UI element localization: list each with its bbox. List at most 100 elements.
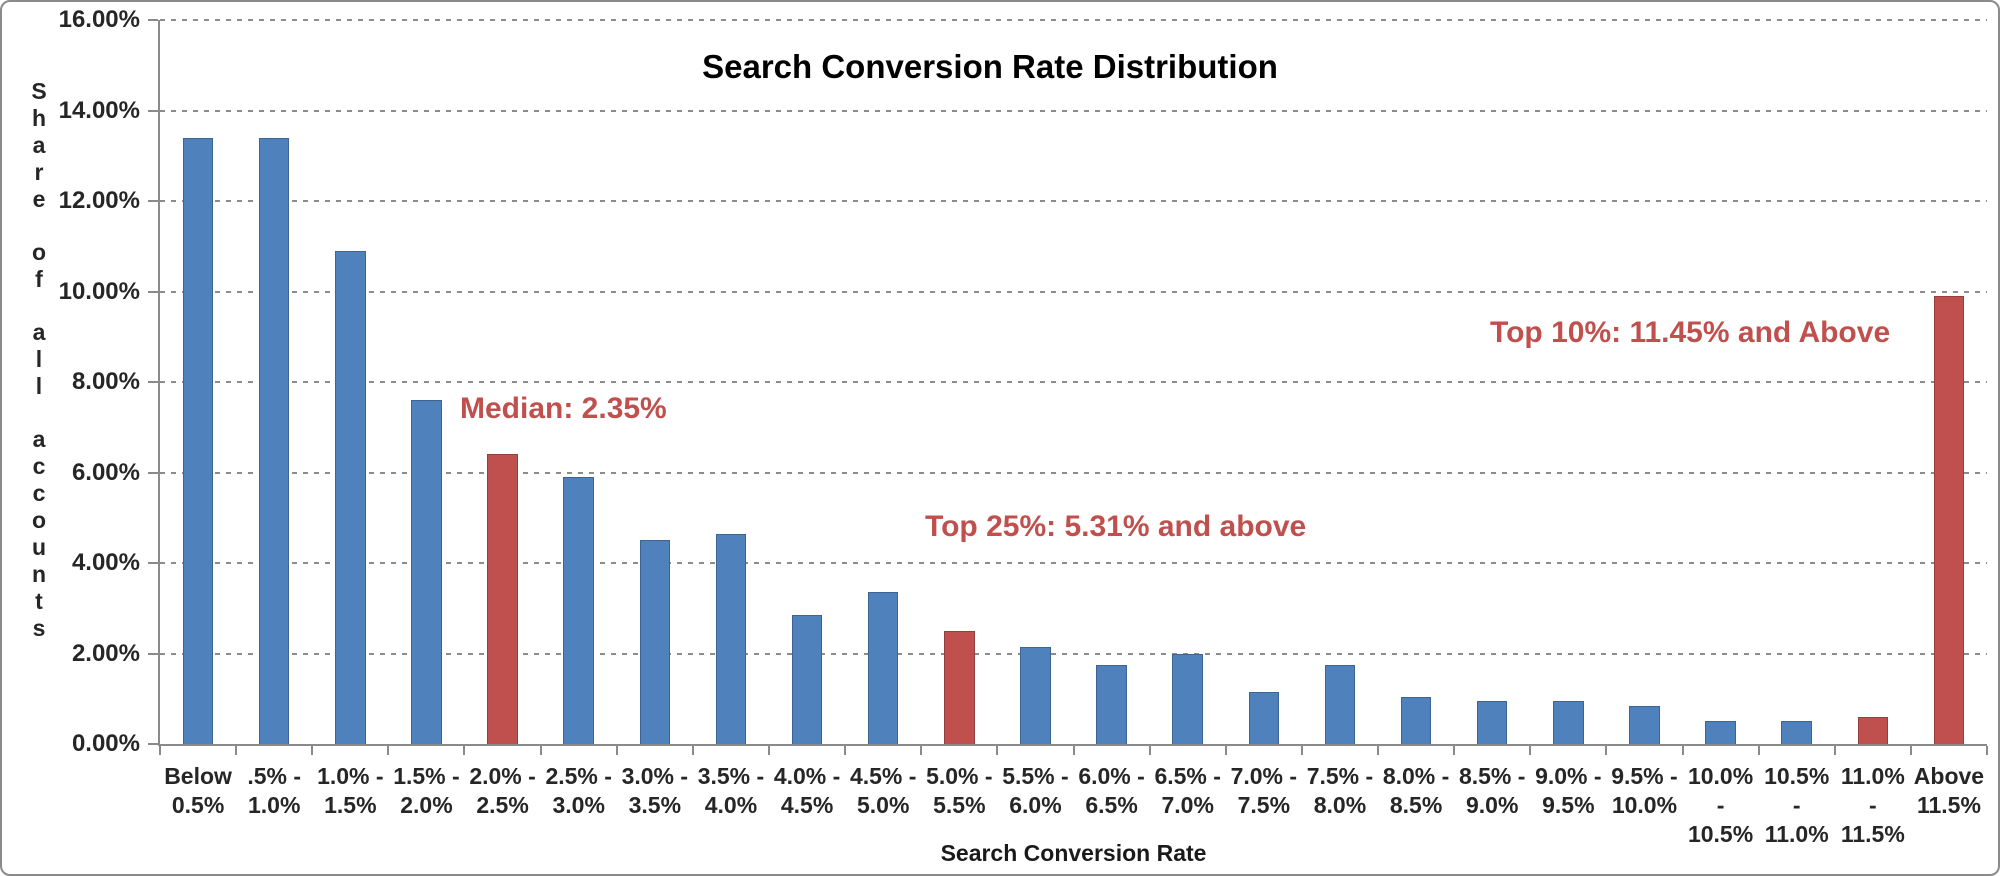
x-axis-tick-mark <box>844 746 847 755</box>
x-axis-tick-label: 1.0% -1.5% <box>317 763 384 818</box>
y-axis-title-letter: n <box>31 561 47 587</box>
y-axis-tick-label: 12.00% <box>58 187 140 214</box>
bar-slot <box>1911 20 1987 744</box>
x-axis-tick-label: 2.5% -3.0% <box>545 763 612 818</box>
x-axis-tick-mark <box>311 746 314 755</box>
y-axis-tick-label: 8.00% <box>71 368 140 395</box>
bar-slot <box>1302 20 1378 744</box>
y-axis-tick-mark <box>148 743 158 745</box>
bar <box>411 400 442 744</box>
x-axis-tick-mark <box>1909 746 1912 755</box>
y-axis-tick-label: 16.00% <box>58 6 140 33</box>
y-axis-title-letter: o <box>31 507 47 533</box>
bar-slot <box>1378 20 1454 744</box>
bar-slot <box>693 20 769 744</box>
y-axis-tick-label: 14.00% <box>58 96 140 124</box>
x-axis-tick-mark <box>463 746 466 755</box>
bar-highlighted <box>944 630 975 744</box>
y-axis-title-letter: a <box>32 426 46 452</box>
x-axis-tick-label: 9.5% -10.0% <box>1611 763 1678 818</box>
gridline <box>160 109 1987 112</box>
bar <box>182 137 214 744</box>
bar <box>1553 701 1584 744</box>
chart-title: Search Conversion Rate Distribution <box>702 48 1278 85</box>
gridline <box>160 471 1987 474</box>
y-axis-tick-mark <box>148 19 158 21</box>
x-axis-tick-mark <box>920 746 923 755</box>
bar <box>1248 691 1280 744</box>
bar-slot <box>997 20 1073 744</box>
y-axis-tick-mark <box>148 200 158 202</box>
gridline <box>160 381 1987 383</box>
x-axis-tick-mark <box>691 746 694 755</box>
x-axis-tick-mark <box>767 746 770 755</box>
x-axis-tick-mark <box>1224 746 1227 755</box>
x-axis-tick-mark <box>1300 746 1303 755</box>
x-axis-tick-mark <box>387 746 390 755</box>
y-axis-title-letter: S <box>31 78 47 104</box>
x-axis-tick-label: Below 0.5% <box>164 763 232 818</box>
x-axis-tick-mark <box>1453 746 1456 755</box>
x-axis-title: Search Conversion Rate <box>940 840 1207 866</box>
bar-slot <box>541 20 617 744</box>
y-axis-tick-label: 6.00% <box>71 458 140 486</box>
bar-slot <box>465 20 541 744</box>
x-axis-tick-label: 8.5% -9.0% <box>1458 763 1526 818</box>
annotation-median: Median: 2.35% <box>460 392 667 425</box>
bar-slot <box>1530 20 1606 744</box>
x-axis-tick-mark <box>1833 746 1836 755</box>
y-axis-title-letter: c <box>32 480 46 506</box>
y-axis-tick-label: 10.00% <box>58 277 140 305</box>
x-axis-tick-labels: Below 0.5% .5% -1.0% 1.0% -1.5% 1.5% -2.0% 2.… <box>160 762 1987 849</box>
x-axis-tick-label: 9.0% -9.5% <box>1535 763 1602 818</box>
y-axis-tick-labels: 0.00% 2.00% 4.00% 6.00% 8.00% 10.00% 12.00% 14.… <box>2 6 150 757</box>
bar <box>1781 721 1812 744</box>
x-axis-tick-label: 10.5% -11.0% <box>1764 763 1830 847</box>
plot-area: Median: 2.35% Top 25%: 5.31% and above T… <box>148 19 1988 755</box>
bar <box>1324 664 1356 744</box>
gridline <box>160 19 1987 21</box>
bar-slot <box>1150 20 1226 744</box>
bar <box>1096 664 1127 744</box>
x-axis-tick-mark <box>1529 746 1532 755</box>
annotation-top25: Top 25%: 5.31% and above <box>925 510 1307 543</box>
x-axis-tick-label: 5.0% -5.5% <box>926 763 993 818</box>
bar-slot <box>1835 20 1911 744</box>
bar <box>1020 646 1051 744</box>
x-axis-tick-mark <box>1757 746 1760 755</box>
y-axis-title-letter: a <box>32 319 46 345</box>
x-axis-tick-label: 6.0% -6.5% <box>1078 763 1145 818</box>
y-axis-tick-mark <box>148 562 158 564</box>
bar-slot <box>769 20 845 744</box>
x-axis-tick-label: Above 11.5% <box>1913 763 1985 818</box>
bar-slot <box>160 20 236 744</box>
x-axis-tick-mark <box>996 746 999 755</box>
bar-slot <box>1606 20 1682 744</box>
y-axis-title-letter: t <box>35 588 43 614</box>
bar-slot <box>312 20 388 744</box>
x-axis-tick-label: 3.0% -3.5% <box>621 763 689 818</box>
bar <box>563 477 594 744</box>
bar <box>1400 696 1432 744</box>
gridline <box>160 200 1987 202</box>
x-axis-line <box>158 744 1987 746</box>
y-axis-title-letter: f <box>35 266 43 292</box>
x-axis-tick-label: 7.5% -8.0% <box>1306 763 1374 818</box>
bar-slot <box>845 20 921 744</box>
y-axis-title-letter: s <box>32 615 46 641</box>
bars-container <box>160 20 1987 744</box>
gridline <box>160 562 1987 564</box>
y-axis-line <box>158 20 160 744</box>
bar <box>867 592 899 744</box>
x-axis-tick-mark <box>1605 746 1608 755</box>
bar <box>639 540 671 744</box>
x-axis-tick-label: 7.0% -7.5% <box>1230 763 1298 818</box>
x-axis-tick-mark <box>1681 746 1684 755</box>
bar-slot <box>1683 20 1759 744</box>
y-axis-title-letter: a <box>32 132 46 158</box>
